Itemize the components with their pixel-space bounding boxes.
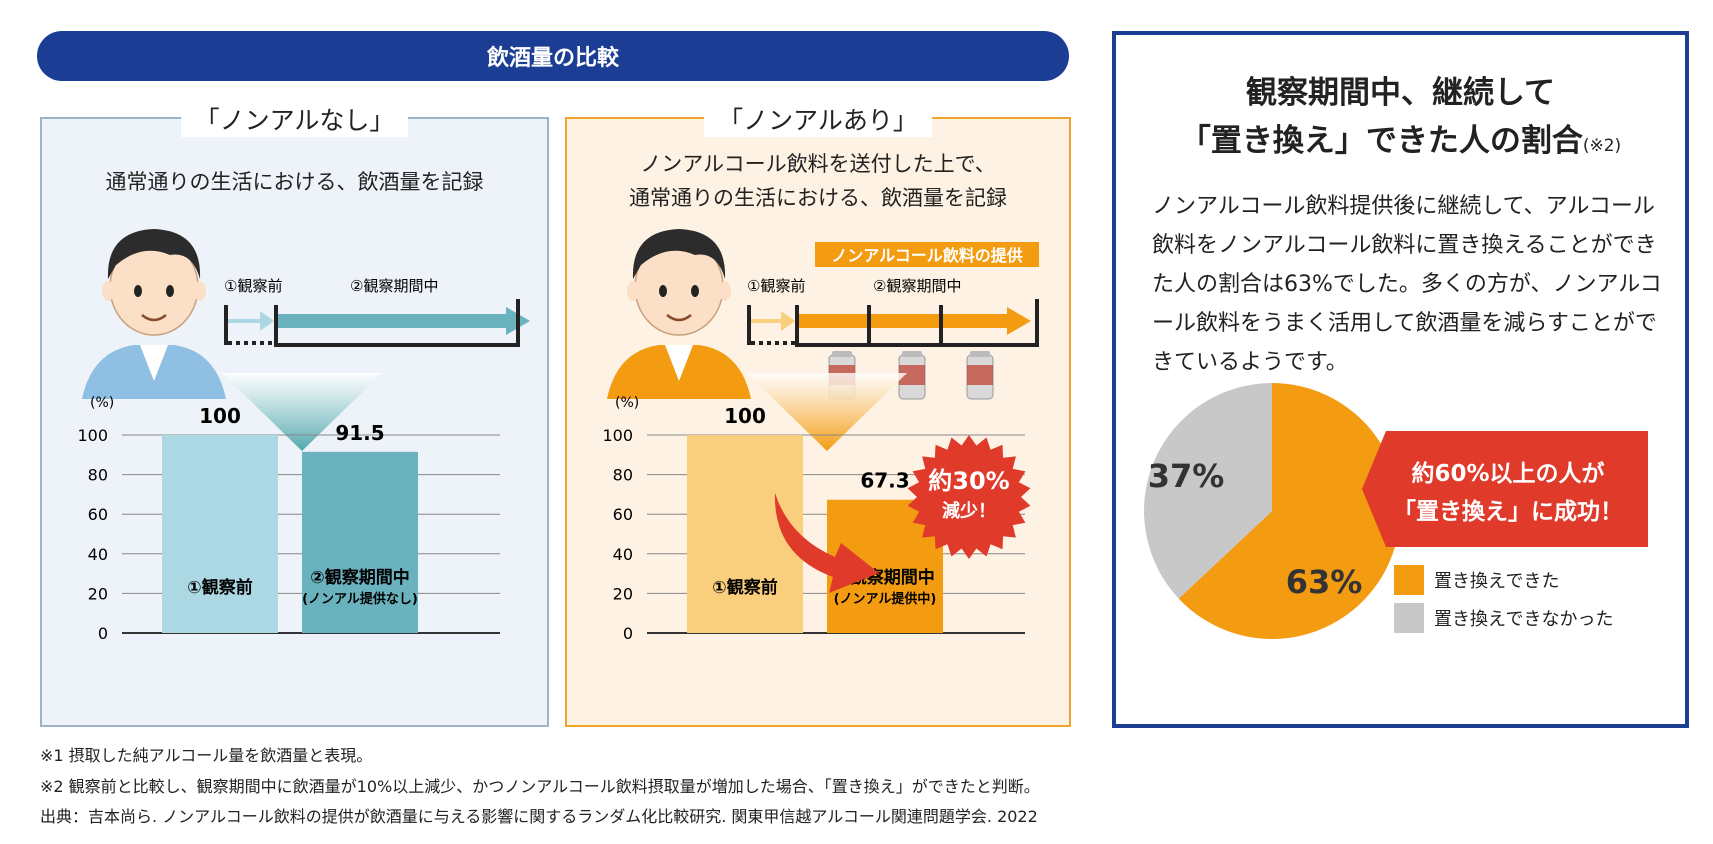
panel-left-illustration: ①観察前 ②観察期間中 (%) 0 20 40 60 80 100 100 ①観察前 91.5 ②観… bbox=[77, 229, 530, 643]
badge-line2: 減少！ bbox=[942, 500, 996, 522]
timeline-during-label: ②観察期間中 bbox=[350, 277, 438, 295]
panel-mid-illustration: ノンアルコール飲料の提供 ①観察前 ②観察期間中 bbox=[602, 229, 1039, 643]
down-arrow-triangle bbox=[747, 373, 907, 451]
timeline-before-label: ①観察前 bbox=[747, 277, 805, 295]
can-icon bbox=[966, 351, 994, 400]
timeline-during-label: ②観察期間中 bbox=[873, 277, 961, 295]
mid-ylabel: (%) bbox=[615, 395, 639, 411]
mid-ytick-label: 80 bbox=[613, 466, 633, 485]
bar-chart-left: (%) 0 20 40 60 80 100 100 ①観察前 91.5 ②観察期間中 (ノンアル提供な… bbox=[77, 395, 500, 643]
mid-category-label: ①観察前 bbox=[712, 577, 777, 598]
banner-title: 飲酒量の比較 bbox=[486, 46, 619, 71]
pie-value-label: 63% bbox=[1286, 563, 1363, 601]
mid-ytick-label: 100 bbox=[602, 426, 633, 445]
right-title-line2: 「置き換え」できた人の割合(※2) bbox=[1116, 117, 1685, 170]
left-ytick-label: 60 bbox=[88, 505, 108, 524]
right-title-line2-text: 「置き換え」できた人の割合 bbox=[1179, 123, 1583, 159]
replacement-rate-panel: 観察期間中、継続して 「置き換え」できた人の割合(※2) ノンアルコール飲料提供… bbox=[1112, 31, 1689, 728]
down-arrow-triangle bbox=[222, 373, 382, 451]
left-category-sub-label: (ノンアル提供なし) bbox=[302, 591, 418, 607]
mid-ytick-label: 60 bbox=[613, 505, 633, 524]
left-value-label: 100 bbox=[199, 404, 241, 428]
footnote-2: ※2 観察前と比較し、観察期間中に飲酒量が10%以上減少、かつノンアルコール飲料… bbox=[40, 777, 1040, 796]
legend-label: 置き換えできなかった bbox=[1434, 609, 1613, 630]
callout-line1: 約60%以上の人が bbox=[1411, 460, 1604, 487]
mid-value-label: 67.3 bbox=[860, 469, 909, 493]
legend-swatch bbox=[1394, 565, 1424, 595]
left-ytick-label: 40 bbox=[88, 545, 108, 564]
mid-ytick-label: 20 bbox=[613, 584, 633, 603]
left-value-label: 91.5 bbox=[335, 421, 384, 445]
right-panel-body: ノンアルコール飲料提供後に継続して、アルコール飲料をノンアルコール飲料に置き換え… bbox=[1152, 194, 1662, 375]
pie-value-label: 37% bbox=[1148, 457, 1225, 495]
legend-label: 置き換えできた bbox=[1434, 571, 1559, 592]
pie-slice bbox=[1178, 382, 1401, 639]
panel-mid-desc-line1: ノンアルコール飲料を送付した上で、 bbox=[640, 152, 996, 176]
callout-line2: 「置き換え」に成功！ bbox=[1393, 499, 1623, 525]
timeline-left: ①観察前 ②観察期間中 bbox=[224, 277, 530, 347]
panel-with-nonalcohol: 「ノンアルあり」 ノンアルコール飲料を送付した上で、 通常通りの生活における、飲… bbox=[565, 101, 1071, 727]
decrease-arrow-icon bbox=[774, 493, 879, 593]
panel-no-nonalcohol: 「ノンアルなし」 通常通りの生活における、飲酒量を記録 ①観察前 ②観察期間中 bbox=[40, 101, 549, 727]
timeline-mid: ①観察前 ②観察期間中 bbox=[747, 277, 1039, 347]
footnote-source: 出典：吉本尚ら. ノンアルコール飲料の提供が飲酒量に与える影響に関するランダム化… bbox=[40, 807, 1038, 826]
pie-slice bbox=[1144, 383, 1272, 599]
left-ytick-label: 80 bbox=[88, 466, 108, 485]
left-bar bbox=[302, 451, 418, 633]
panel-left-desc: 通常通りの生活における、飲酒量を記録 bbox=[105, 170, 484, 194]
timeline-before-label: ①観察前 bbox=[224, 277, 282, 295]
provide-label: ノンアルコール飲料の提供 bbox=[831, 246, 1023, 265]
panel-mid-title: 「ノンアルあり」 bbox=[704, 101, 932, 137]
right-panel-title: 観察期間中、継続して 「置き換え」できた人の割合(※2) bbox=[1116, 69, 1685, 170]
mid-category-sub-label: (ノンアル提供中) bbox=[834, 591, 937, 607]
panel-left-title: 「ノンアルなし」 bbox=[180, 101, 409, 137]
left-ytick-label: 100 bbox=[77, 426, 108, 445]
success-callout: 約60%以上の人が 「置き換え」に成功！ bbox=[1362, 431, 1648, 547]
callout-box bbox=[1362, 431, 1648, 547]
left-ytick-label: 20 bbox=[88, 584, 108, 603]
panel-mid-desc: ノンアルコール飲料を送付した上で、 通常通りの生活における、飲酒量を記録 bbox=[567, 147, 1069, 215]
left-category-label: ②観察期間中 bbox=[310, 567, 409, 588]
mid-ytick-label: 40 bbox=[613, 545, 633, 564]
right-title-note: (※2) bbox=[1582, 136, 1622, 156]
can-icons bbox=[828, 351, 994, 400]
pie-chart-area: 63%37% 約60%以上の人が 「置き換え」に成功！ 置き換えできた置き換えで… bbox=[1144, 382, 1648, 639]
left-ytick-label: 0 bbox=[98, 624, 108, 643]
pie-chart: 63% 37% bbox=[1144, 382, 1401, 639]
person-icon-mid bbox=[607, 229, 751, 399]
mid-value-label: 100 bbox=[724, 404, 766, 428]
person-icon-left bbox=[82, 229, 226, 399]
left-category-label: ①観察前 bbox=[187, 577, 252, 598]
provide-label-box bbox=[815, 242, 1039, 267]
footnote-1: ※1 摂取した純アルコール量を飲酒量と表現。 bbox=[40, 746, 373, 765]
legend-swatch bbox=[1394, 603, 1424, 633]
starburst-shape bbox=[907, 435, 1031, 559]
left-ylabel: (%) bbox=[90, 395, 114, 411]
right-title-line1: 観察期間中、継続して bbox=[1245, 75, 1556, 111]
left-bar bbox=[162, 435, 278, 633]
mid-ytick-label: 0 bbox=[623, 624, 633, 643]
reduction-badge: 約30% 減少！ bbox=[907, 435, 1031, 559]
comparison-banner: 飲酒量の比較 bbox=[37, 31, 1069, 81]
panel-mid-desc-line2: 通常通りの生活における、飲酒量を記録 bbox=[629, 186, 1007, 210]
badge-line1: 約30% bbox=[928, 467, 1009, 495]
